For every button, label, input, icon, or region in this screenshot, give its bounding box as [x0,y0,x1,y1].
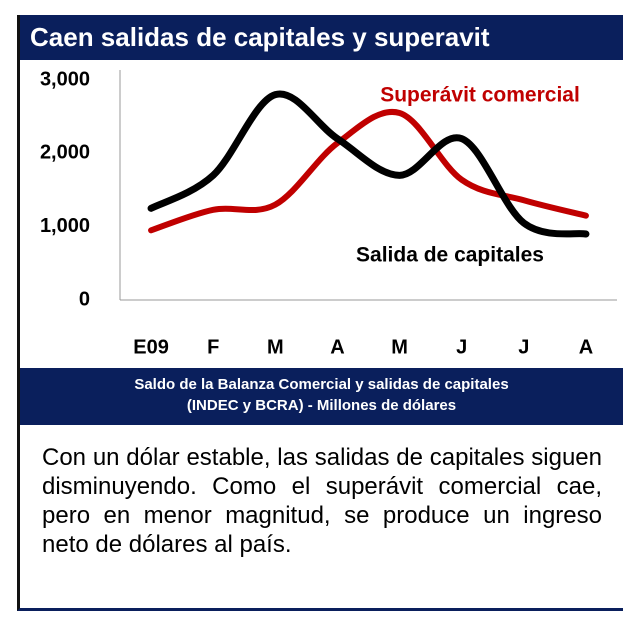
x-tick-label: M [267,336,284,358]
chart: 0 1,000 2,000 3,000 E09 F M A M J J A Superávit come… [40,68,617,358]
y-tick-label: 0 [79,288,90,310]
x-tick-label: E09 [133,336,169,358]
caption-line: Saldo de la Balanza Comercial y salidas … [134,376,509,393]
series-line [147,90,590,238]
y-tick-label: 3,000 [40,68,90,90]
series-label: Superávit comercial [380,84,580,107]
caption: Saldo de la Balanza Comercial y salidas … [20,368,623,425]
x-tick-label: F [207,336,219,358]
x-tick-label: J [518,336,529,358]
x-tick-label: A [330,336,344,358]
x-tick-label: A [579,336,593,358]
y-tick-label: 2,000 [40,142,90,164]
chart-title: Caen salidas de capitales y superavit [20,15,623,60]
series-label: Salida de capitales [356,244,544,267]
x-tick-label: J [456,336,467,358]
caption-line: (INDEC y BCRA) - Millones de dólares [186,397,457,414]
x-tick-label: M [391,336,408,358]
body-text: Con un dólar estable, las salidas de cap… [42,444,602,558]
frame: Caen salidas de capitales y superavit 0 1… [17,15,623,611]
series-line [148,108,589,234]
y-tick-label: 1,000 [40,215,90,237]
